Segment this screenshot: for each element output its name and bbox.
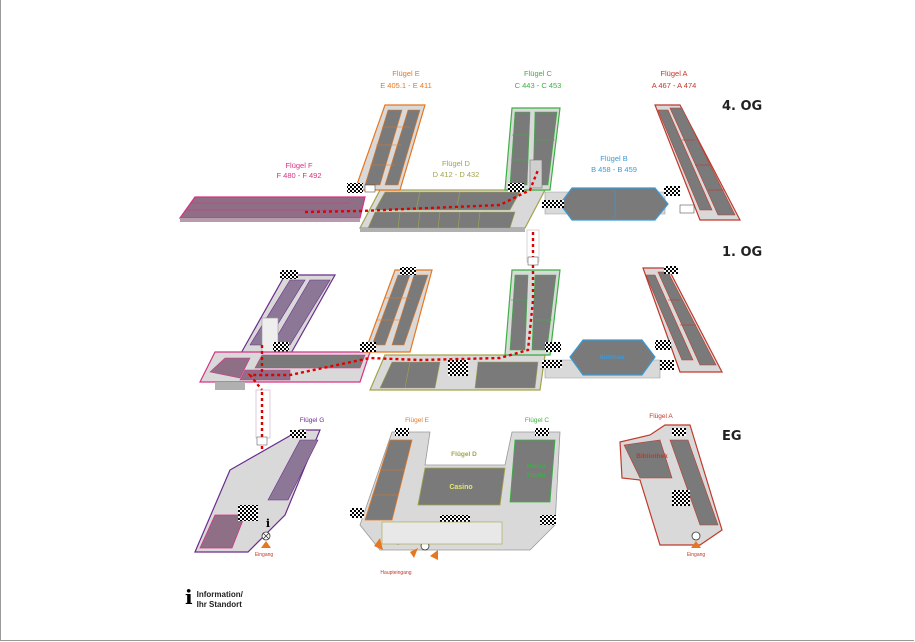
- wing-a-1og[interactable]: [642, 266, 723, 373]
- wing-d-range: D 412 - D 432: [433, 170, 480, 179]
- wing-c-name: Flügel C: [524, 69, 553, 78]
- wing-b-name: Flügel B: [600, 154, 628, 163]
- wing-b-4og[interactable]: [542, 187, 669, 221]
- wing-a-4og[interactable]: [654, 104, 741, 221]
- wing-d-name: Flügel D: [442, 159, 471, 168]
- wing-labels: Flügel E E 405.1 - E 411 Flügel C C 443 …: [255, 69, 762, 576]
- wing-cde-eg[interactable]: [350, 428, 561, 560]
- legend: i Information/ Ihr Standort: [185, 587, 243, 610]
- wing-f-4og[interactable]: [178, 196, 366, 222]
- floor-4og: [178, 104, 741, 232]
- entrance-main-label: Haupteingang: [380, 570, 411, 576]
- wing-d-1og[interactable]: [369, 354, 546, 391]
- wing-c-4og[interactable]: [504, 107, 561, 192]
- wing-e-eg-label: Flügel E: [405, 417, 430, 424]
- floor-label-eg: EG: [722, 429, 742, 444]
- audimax-label: Audimax: [599, 355, 625, 361]
- wing-f-range: F 480 - F 492: [276, 171, 321, 180]
- floor-label-4og: 4. OG: [722, 99, 762, 114]
- wing-d-eg-label: Flügel D: [451, 451, 477, 458]
- entrance-right-label: Eingang: [687, 552, 706, 558]
- wing-f-1og[interactable]: [199, 351, 371, 390]
- wing-e-name: Flügel E: [392, 69, 420, 78]
- info-icon: i: [185, 585, 193, 609]
- bibliothek-label: Bibliothek: [636, 453, 668, 460]
- wing-d-4og[interactable]: [359, 189, 546, 232]
- wing-f-name: Flügel F: [285, 161, 313, 170]
- legend-line-2: Ihr Standort: [196, 600, 242, 609]
- vertical-connection: [526, 229, 540, 266]
- wing-c-eg-label: Flügel C: [525, 417, 550, 424]
- mensa-label-1: Mensa: [527, 464, 546, 470]
- wing-c-1og[interactable]: [504, 269, 561, 356]
- entrance-left-label: Eingang: [255, 552, 274, 558]
- route-1og: [247, 265, 535, 391]
- floor-eg: i: [194, 424, 723, 560]
- wing-g-1og[interactable]: [238, 270, 337, 356]
- mensa-label-2: Studio: [527, 473, 546, 479]
- wing-a-eg[interactable]: [619, 424, 723, 548]
- wing-e-range: E 405.1 - E 411: [380, 81, 432, 90]
- wing-a-name: Flügel A: [660, 69, 687, 78]
- info-marker: i: [266, 517, 270, 530]
- floor-label-1og: 1. OG: [722, 245, 762, 260]
- wing-e-4og[interactable]: [347, 104, 426, 193]
- wing-b-range: B 458 - B 459: [591, 165, 637, 174]
- wing-a-eg-label: Flügel A: [649, 413, 673, 420]
- casino-label: Casino: [449, 484, 472, 491]
- legend-text: Information/ Ihr Standort: [197, 587, 243, 610]
- legend-line-1: Information/: [196, 590, 243, 599]
- wing-a-range: A 467 - A 474: [652, 81, 697, 90]
- floor-1og: [199, 265, 723, 391]
- wing-b-1og[interactable]: [542, 339, 674, 379]
- wing-e-1og[interactable]: [360, 267, 433, 353]
- wing-c-range: C 443 - C 453: [515, 81, 562, 90]
- wing-g-eg[interactable]: [194, 429, 321, 553]
- wing-g-eg-label: Flügel G: [300, 417, 325, 424]
